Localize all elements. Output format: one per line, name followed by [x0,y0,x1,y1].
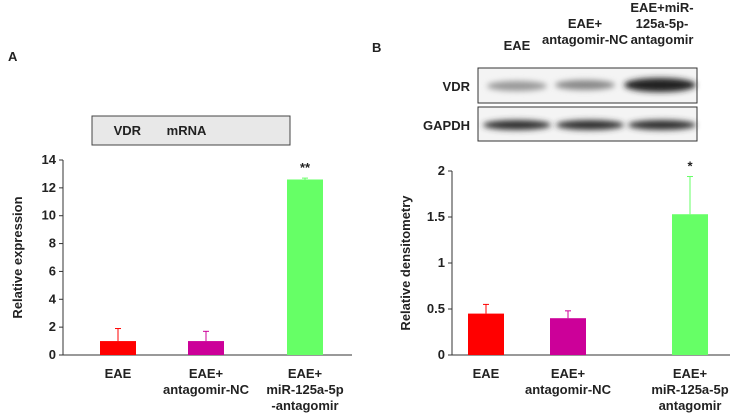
y-tick-label: 12 [42,180,56,195]
annotation: ** [300,160,311,175]
label-line: EAE [473,366,500,381]
error-bar [115,328,121,342]
bar [550,318,586,355]
band [487,81,547,91]
y-tick-label: 0 [438,347,445,362]
error-bar [483,303,489,314]
label-line: miR-125a-5p [651,382,728,397]
label-line: antagomir [659,398,722,413]
panel-label: B [372,40,381,55]
y-tick-label: 2 [49,319,56,334]
band [556,120,624,130]
label-line: antagomir-NC [542,32,629,47]
y-tick-label: 10 [42,208,56,223]
label-line: antagomir [631,32,694,47]
error-bar [302,177,308,180]
blot [477,67,698,142]
label-line: EAE+ [288,366,323,381]
bar [188,341,224,355]
error-bar [565,310,571,319]
error-bar [203,330,209,342]
label-line: EAE+ [673,366,708,381]
label-line: EAE+ [189,366,224,381]
label-line: EAE+miR- [630,0,693,15]
header-box-text: VDR mRNA [114,123,207,138]
label-line: EAE+ [568,16,603,31]
y-tick-label: 2 [438,163,445,178]
y-tick-label: 0.5 [427,301,445,316]
bar [672,214,708,355]
annotation: * [687,159,693,174]
blot-row-label: VDR [443,79,471,94]
y-tick-label: 6 [49,263,56,278]
y-axis-label: Relative densitometry [398,195,413,331]
bar [287,179,323,355]
label-line: EAE+ [551,366,586,381]
error-bar [687,176,693,215]
band [483,120,551,130]
label-line: EAE [504,38,531,53]
band [624,78,696,92]
panel-label: A [8,49,18,64]
y-tick-label: 1.5 [427,209,445,224]
label-line: miR-125a-5p [266,382,343,397]
label-line: antagomir-NC [525,382,612,397]
bar [100,341,136,355]
header-box [91,115,291,146]
blot-row-label: GAPDH [423,118,470,133]
y-axis-label: Relative expression [10,196,25,318]
label-line: antagomir-NC [163,382,250,397]
bar [468,313,504,355]
band [555,80,615,90]
y-tick-label: 8 [49,236,56,251]
band [628,120,696,130]
y-tick-label: 4 [49,291,57,306]
y-tick-label: 0 [49,347,56,362]
label-line: EAE [105,366,132,381]
label-line: 125a-5p- [636,16,689,31]
label-line: -antagomir [271,398,338,413]
y-tick-label: 1 [438,255,445,270]
y-tick-label: 14 [42,152,57,167]
